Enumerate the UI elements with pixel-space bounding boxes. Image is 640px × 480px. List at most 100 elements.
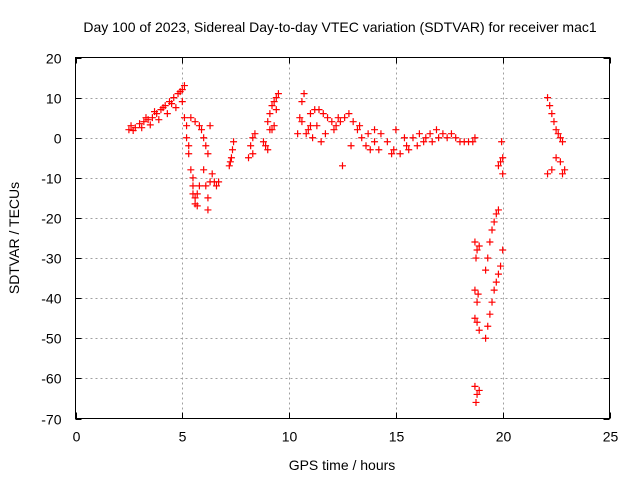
data-point xyxy=(486,310,494,318)
data-point xyxy=(497,262,505,270)
data-point xyxy=(443,134,451,142)
y-tick-label: -30 xyxy=(41,251,61,267)
data-point xyxy=(544,170,552,178)
data-point xyxy=(339,162,346,170)
data-point xyxy=(550,118,558,126)
data-point xyxy=(189,182,197,190)
data-point xyxy=(336,118,344,126)
x-axis-label: GPS time / hours xyxy=(289,457,396,473)
x-tick-label: 25 xyxy=(603,429,619,445)
data-point xyxy=(206,122,214,130)
plot-frame xyxy=(75,57,610,419)
data-point xyxy=(497,158,505,166)
data-point xyxy=(136,120,144,128)
data-point xyxy=(298,98,306,106)
data-point xyxy=(498,138,506,146)
data-point xyxy=(309,134,317,142)
data-point xyxy=(159,104,167,112)
data-point xyxy=(413,142,421,150)
data-point xyxy=(185,142,193,150)
data-point xyxy=(471,134,479,142)
data-point xyxy=(300,90,308,98)
data-point xyxy=(191,194,199,202)
y-tick-label: 20 xyxy=(46,51,62,67)
x-tick-labels: 0 5 10 15 20 25 xyxy=(73,429,619,445)
series-cluster-18.8 xyxy=(471,238,483,406)
data-point xyxy=(377,130,385,138)
series-drop-5-6 xyxy=(180,114,208,210)
data-point xyxy=(274,90,282,98)
data-point xyxy=(403,142,411,150)
chart-title: Day 100 of 2023, Sidereal Day-to-day VTE… xyxy=(83,19,596,35)
data-point xyxy=(472,254,480,262)
data-point xyxy=(151,108,159,116)
data-point xyxy=(471,286,479,294)
data-point xyxy=(482,266,490,274)
x-tick-label: 15 xyxy=(389,429,405,445)
data-point xyxy=(187,166,195,174)
y-tick-label: -70 xyxy=(41,412,61,428)
data-point xyxy=(474,290,482,298)
data-point xyxy=(204,150,212,158)
data-point xyxy=(198,126,206,134)
data-points xyxy=(125,82,569,406)
data-point xyxy=(353,126,361,134)
data-point xyxy=(559,170,567,178)
data-point xyxy=(484,254,492,262)
series-diag-19.2-19.9 xyxy=(482,206,507,342)
data-point xyxy=(492,278,500,286)
data-point xyxy=(488,298,496,306)
data-point xyxy=(396,150,404,158)
data-point xyxy=(268,102,276,110)
data-point xyxy=(473,390,481,398)
data-point xyxy=(180,114,188,122)
data-point xyxy=(499,246,507,254)
data-point xyxy=(546,102,554,110)
data-point xyxy=(362,142,370,150)
data-point xyxy=(490,286,498,294)
data-point xyxy=(471,238,479,246)
data-point xyxy=(140,118,148,126)
data-point xyxy=(486,238,494,246)
data-point xyxy=(195,122,203,130)
data-point xyxy=(306,122,314,130)
data-point xyxy=(561,166,569,174)
data-point xyxy=(475,386,483,394)
data-point xyxy=(264,146,272,154)
data-point xyxy=(195,182,203,190)
y-tick-labels: 20 10 0 -10 -20 -30 -40 -50 -60 -70 xyxy=(41,51,61,428)
data-point xyxy=(193,190,201,198)
data-point xyxy=(420,138,428,146)
data-point xyxy=(168,100,176,108)
data-point xyxy=(330,126,338,134)
data-point xyxy=(148,114,156,122)
data-point xyxy=(473,246,481,254)
data-point xyxy=(405,146,413,154)
data-point xyxy=(202,182,210,190)
data-point xyxy=(484,322,492,330)
data-point xyxy=(270,98,278,106)
data-point xyxy=(313,122,321,130)
data-point xyxy=(172,104,180,112)
data-point xyxy=(249,134,257,142)
data-point xyxy=(189,174,197,182)
data-point xyxy=(183,122,191,130)
data-point xyxy=(324,114,332,122)
data-point xyxy=(409,134,417,142)
data-point xyxy=(494,206,502,214)
data-point xyxy=(204,206,212,214)
data-point xyxy=(319,110,327,118)
data-point xyxy=(439,130,447,138)
data-point xyxy=(435,134,443,142)
data-point xyxy=(183,134,191,142)
data-point xyxy=(349,118,357,126)
data-point xyxy=(270,122,278,130)
series-band-17-18.7 xyxy=(439,130,479,146)
data-point xyxy=(356,122,364,130)
data-point xyxy=(215,178,223,186)
data-point xyxy=(334,114,342,122)
data-point xyxy=(245,154,253,162)
data-point xyxy=(473,318,481,326)
data-point xyxy=(315,106,323,114)
